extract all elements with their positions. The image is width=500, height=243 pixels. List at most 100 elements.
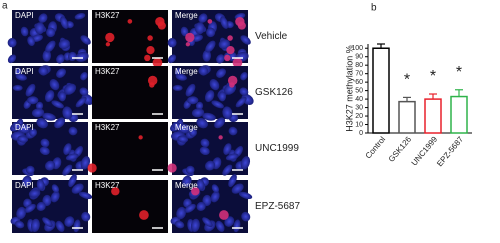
nucleus — [209, 79, 220, 91]
nucleus — [49, 79, 60, 91]
image-bg — [92, 180, 168, 233]
nucleus — [65, 153, 79, 161]
image-label: Merge — [175, 181, 198, 190]
nucleus — [233, 219, 241, 233]
panel-label: b — [371, 3, 377, 14]
nucleus — [12, 121, 22, 131]
nucleus — [20, 26, 29, 37]
nucleus — [224, 216, 235, 227]
micrograph: H3K27 — [92, 66, 168, 119]
nucleus — [222, 164, 233, 176]
nucleus — [44, 90, 55, 102]
nucleus — [194, 22, 205, 35]
nucleus — [204, 160, 216, 171]
nucleus — [42, 112, 56, 121]
nucleus — [185, 165, 195, 175]
nucleus — [38, 66, 49, 76]
nucleus — [202, 112, 216, 121]
image-label: Merge — [175, 123, 198, 132]
nucleus — [241, 211, 251, 222]
nucleus — [175, 73, 187, 81]
nucleus — [75, 96, 87, 108]
nucleus — [195, 101, 204, 110]
nucleus — [29, 128, 37, 137]
nucleus — [240, 72, 248, 81]
nucleus — [206, 27, 216, 38]
nucleus — [211, 100, 224, 109]
red-spot — [144, 54, 151, 62]
micrograph: DAPI — [10, 117, 91, 177]
nucleus — [180, 26, 189, 37]
red-spot — [87, 163, 97, 173]
image-label: DAPI — [15, 123, 34, 132]
red-spot — [167, 163, 177, 173]
red-spot — [235, 16, 245, 27]
nucleus — [64, 83, 77, 95]
red-spot — [146, 45, 155, 55]
nucleus — [50, 191, 60, 203]
nucleus — [202, 49, 212, 62]
nucleus — [27, 96, 39, 105]
nucleus — [25, 165, 35, 175]
row-label: EPZ-5687 — [255, 201, 300, 212]
nucleus — [46, 27, 56, 38]
image-label: H3K27 — [95, 11, 120, 20]
nucleus — [216, 54, 225, 64]
nucleus — [182, 175, 192, 187]
nucleus — [30, 218, 40, 233]
y-tick-label: 80 — [355, 62, 363, 69]
nucleus — [7, 54, 17, 64]
nucleus — [74, 13, 86, 20]
nucleus — [218, 91, 227, 102]
image-label: DAPI — [15, 11, 34, 20]
row-label: Vehicle — [255, 31, 288, 42]
significance: * — [456, 64, 462, 81]
nucleus — [210, 191, 220, 203]
nucleus — [239, 87, 249, 96]
nucleus — [58, 91, 67, 102]
nucleus — [56, 68, 66, 78]
nucleus — [42, 194, 52, 207]
nucleus — [184, 203, 196, 213]
y-tick-label: 30 — [355, 104, 363, 111]
nucleus — [191, 108, 205, 118]
nucleus — [238, 191, 253, 200]
nucleus — [204, 90, 215, 102]
nucleus — [14, 220, 25, 229]
red-spot — [147, 35, 153, 41]
nucleus — [185, 83, 196, 97]
row-label: GSK126 — [255, 87, 293, 98]
nucleus — [214, 117, 226, 129]
micrograph: H3K27 — [87, 122, 168, 175]
nucleus — [202, 194, 212, 207]
significance: * — [430, 68, 436, 85]
nucleus — [225, 153, 239, 161]
nucleus — [51, 100, 64, 109]
y-axis-label: H3K27 methylation % — [344, 45, 354, 132]
nucleus — [24, 203, 36, 213]
nucleus — [63, 143, 72, 155]
red-spot — [227, 75, 238, 86]
micrograph: DAPI — [10, 174, 93, 233]
image-label: H3K27 — [95, 123, 120, 132]
nucleus — [17, 135, 29, 143]
nucleus — [174, 220, 185, 229]
nucleus — [28, 189, 41, 198]
y-tick-label: 50 — [355, 87, 363, 94]
nucleus — [189, 128, 197, 137]
red-spot — [185, 32, 195, 43]
nucleus — [240, 156, 251, 170]
nucleus — [187, 96, 199, 105]
nucleus — [25, 83, 36, 97]
nucleus — [73, 219, 81, 233]
nucleus — [167, 37, 177, 48]
nucleus — [196, 178, 205, 191]
micrograph: Merge — [167, 10, 251, 68]
nucleus — [62, 106, 73, 120]
nucleus — [215, 220, 225, 232]
nucleus — [196, 201, 206, 212]
nucleus — [36, 117, 48, 129]
nucleus — [42, 49, 52, 62]
nucleus — [172, 121, 182, 131]
nucleus — [199, 146, 210, 156]
